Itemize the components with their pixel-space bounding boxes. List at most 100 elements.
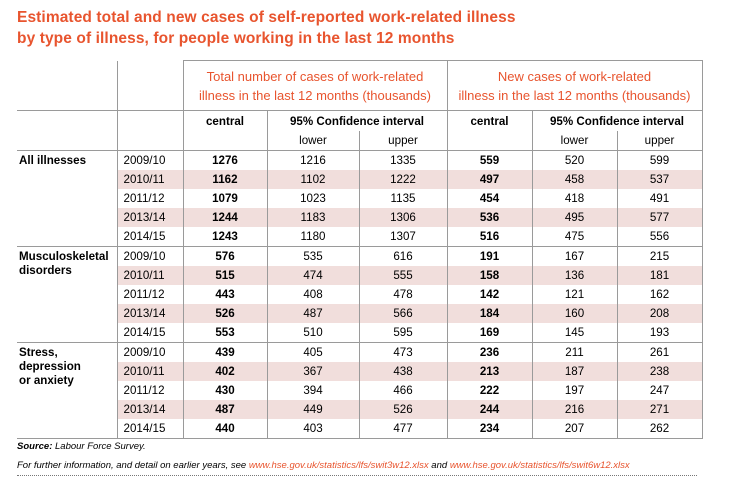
page-title: Estimated total and new cases of self-re… [17,7,737,49]
new-upper-cell: 262 [616,419,703,439]
year-cell: 2009/10 [116,246,183,266]
total-central-cell: 430 [182,381,267,400]
new-lower-cell: 145 [531,323,617,343]
new-lower-cell: 211 [531,342,617,362]
new-central-cell: 213 [446,362,532,381]
new-central-cell: 234 [446,419,532,439]
table-row: 2010/11 402 367 438 213 187 238 [17,362,703,381]
total-cases-header: Total number of cases of work-related il… [182,60,447,111]
new-central-cell: 158 [446,266,532,285]
source-text: Labour Force Survey. [52,441,146,452]
new-central-cell: 559 [446,150,532,170]
total-central-cell: 1079 [182,189,267,208]
total-central-cell: 526 [182,304,267,323]
category-label-line: Musculoskeletal [19,250,109,263]
new-lower-cell: 475 [531,227,617,247]
new-central-cell: 536 [446,208,532,227]
new-upper-cell: 556 [616,227,703,247]
new-upper-cell: 181 [616,266,703,285]
total-upper-cell: 1307 [358,227,447,247]
category-label-line: All illnesses [19,154,87,167]
new-central-cell: 236 [446,342,532,362]
total-upper-cell: 478 [358,285,447,304]
total-lower-cell: 1183 [266,208,359,227]
header-row-bounds: lower upper lower upper [17,131,703,151]
new-central-cell: 454 [446,189,532,208]
category-label: All illnesses [17,150,117,247]
total-central-cell: 553 [182,323,267,343]
new-upper-cell: 491 [616,189,703,208]
total-central-cell: 576 [182,246,267,266]
year-cell: 2014/15 [116,227,183,247]
table-row: Stress, depression or anxiety 2009/10 439 405… [17,342,703,439]
total-upper-cell: 526 [358,400,447,419]
new-central-cell: 191 [446,246,532,266]
new-lower-cell: 160 [531,304,617,323]
year-cell: 2011/12 [116,189,183,208]
total-lower-cell: 487 [266,304,359,323]
new-central-cell: 516 [446,227,532,247]
total-upper-cell: 466 [358,381,447,400]
link-swit3w12[interactable]: www.hse.gov.uk/statistics/lfs/swit3w12.x… [248,460,429,471]
source-label: Source: [17,441,53,452]
new-lower-cell: 207 [531,419,617,439]
table-row: 2014/15 440 403 477 234 207 262 [17,419,703,439]
year-cell: 2013/14 [116,304,183,323]
table-row: 2013/14 526 487 566 184 160 208 [17,304,703,323]
link-swit6w12[interactable]: www.hse.gov.uk/statistics/lfs/swit6w12.x… [449,460,630,471]
table-row: 2010/11 1162 1102 1222 497 458 537 [17,170,703,189]
total-lower-cell: 403 [266,419,359,439]
new-central-cell: 169 [446,323,532,343]
new-upper-cell: 271 [616,400,703,419]
total-upper-header: upper [358,131,447,151]
year-cell: 2011/12 [116,381,183,400]
new-upper-cell: 577 [616,208,703,227]
category-label: Musculoskeletal disorders [17,246,117,343]
source-note: Source: Labour Force Survey. [17,441,146,452]
further-info-note: For further information, and detail on e… [17,460,630,471]
total-upper-cell: 438 [358,362,447,381]
table-row: 2013/14 1244 1183 1306 536 495 577 [17,208,703,227]
total-upper-cell: 566 [358,304,447,323]
total-lower-cell: 1180 [266,227,359,247]
table-row: 2013/14 487 449 526 244 216 271 [17,400,703,419]
new-central-cell: 222 [446,381,532,400]
total-central-cell: 487 [182,400,267,419]
new-upper-cell: 162 [616,285,703,304]
year-cell: 2009/10 [116,150,183,170]
new-lower-cell: 187 [531,362,617,381]
total-upper-cell: 1306 [358,208,447,227]
total-upper-cell: 473 [358,342,447,362]
year-cell: 2013/14 [116,400,183,419]
new-central-header: central [446,110,532,131]
total-lower-cell: 510 [266,323,359,343]
new-upper-header: upper [616,131,703,151]
total-central-cell: 443 [182,285,267,304]
year-cell: 2014/15 [116,323,183,343]
new-upper-cell: 537 [616,170,703,189]
total-upper-cell: 1222 [358,170,447,189]
new-upper-cell: 208 [616,304,703,323]
total-upper-cell: 1335 [358,150,447,170]
new-lower-header: lower [531,131,617,151]
total-lower-cell: 408 [266,285,359,304]
total-lower-cell: 1102 [266,170,359,189]
title-line-2: by type of illness, for people working i… [17,30,455,47]
new-upper-cell: 215 [616,246,703,266]
year-cell: 2009/10 [116,342,183,362]
table-row: 2014/15 1243 1180 1307 516 475 556 [17,227,703,247]
year-cell: 2014/15 [116,419,183,439]
category-label-line: depression [19,360,81,373]
new-lower-cell: 167 [531,246,617,266]
total-central-cell: 1243 [182,227,267,247]
new-lower-cell: 197 [531,381,617,400]
new-lower-cell: 520 [531,150,617,170]
total-central-cell: 1244 [182,208,267,227]
total-upper-cell: 477 [358,419,447,439]
total-central-cell: 439 [182,342,267,362]
new-lower-cell: 418 [531,189,617,208]
year-cell: 2011/12 [116,285,183,304]
new-lower-cell: 121 [531,285,617,304]
new-lower-cell: 136 [531,266,617,285]
